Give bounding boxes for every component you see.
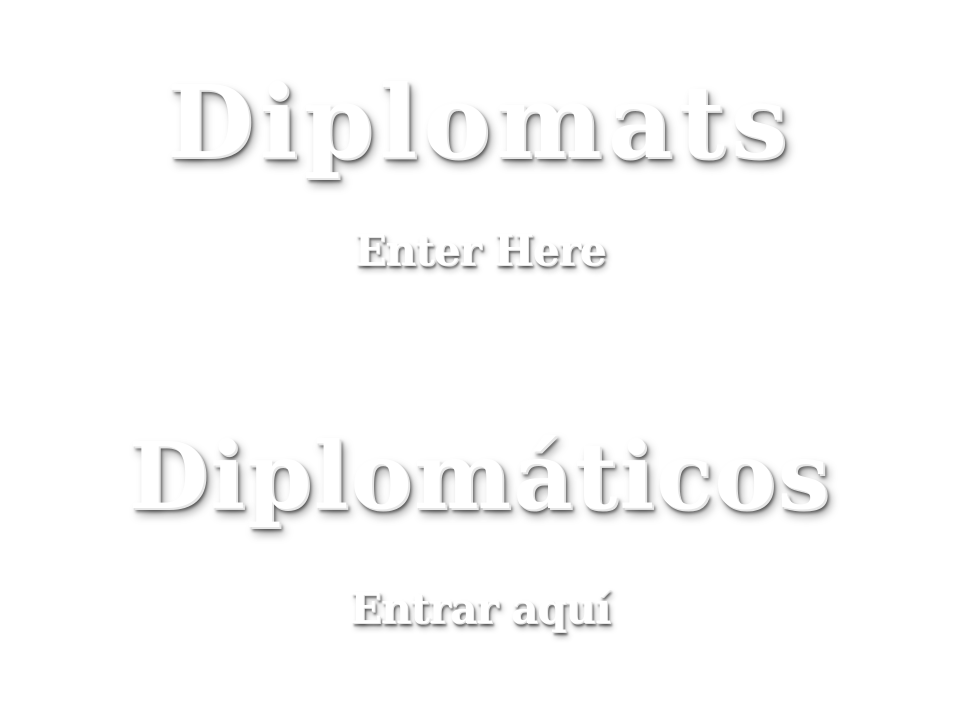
english-enter-section: Enter Here (0, 230, 960, 272)
english-title: Diplomats (166, 63, 794, 181)
enter-here-link[interactable]: Enter Here (354, 226, 607, 275)
entrar-aqui-link[interactable]: Entrar aquí (349, 584, 611, 633)
spanish-enter-section: Entrar aquí (0, 588, 960, 630)
spanish-title: Diplomáticos (128, 422, 832, 530)
